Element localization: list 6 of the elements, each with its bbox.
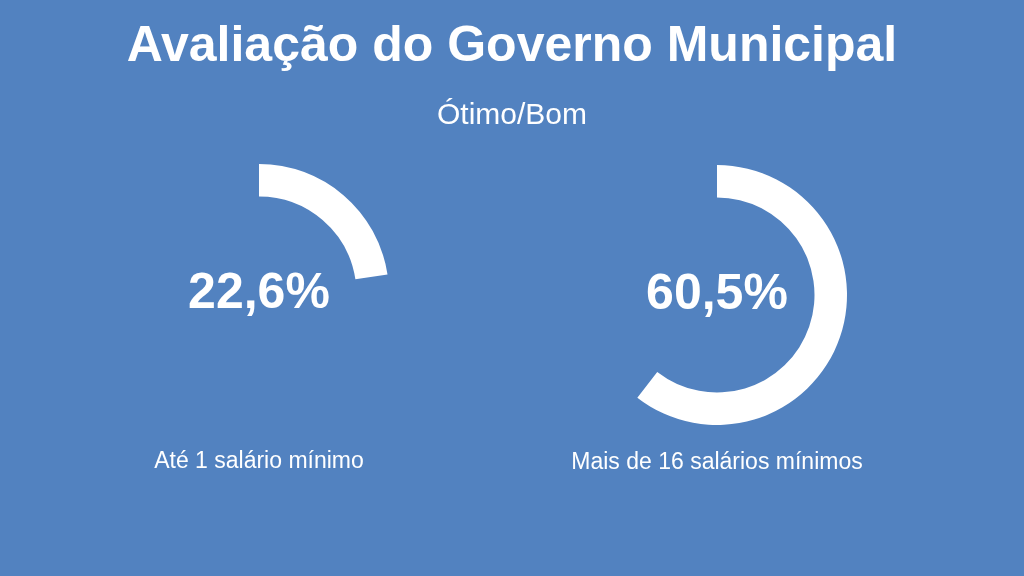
text: Até 1 salário mínimo [153, 446, 365, 474]
text: Avaliação do Governo Municipal [125, 15, 899, 74]
data-label: 60,5% [646, 263, 788, 320]
data-label: 22,6% [188, 262, 330, 319]
text: Ótimo/Bom [436, 96, 588, 132]
text: Mais de 16 salários mínimos [570, 447, 864, 475]
